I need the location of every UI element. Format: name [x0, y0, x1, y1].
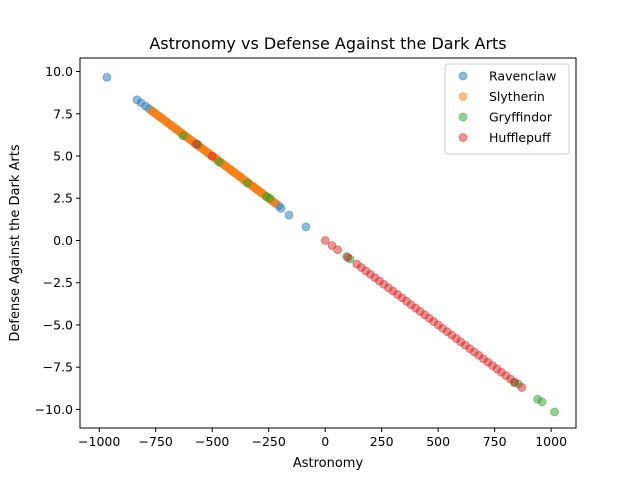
- chart-title: Astronomy vs Defense Against the Dark Ar…: [149, 34, 506, 53]
- x-tick-label: 750: [483, 434, 507, 449]
- legend-marker-slytherin: [458, 92, 468, 101]
- legend-marker-hufflepuff: [458, 133, 468, 142]
- legend-label-hufflepuff: Hufflepuff: [489, 130, 551, 145]
- plot-frame: [79, 57, 577, 429]
- point-hufflepuff: [207, 151, 217, 161]
- legend-marker-gryffindor: [458, 112, 468, 122]
- y-tick-label: −10.0: [35, 402, 73, 417]
- x-tick-label: −1000: [78, 434, 120, 449]
- x-tick-label: 500: [426, 434, 450, 449]
- legend-label-gryffindor: Gryffindor: [489, 110, 553, 125]
- legend-marker-ravenclaw: [458, 71, 468, 81]
- point-gryffindor: [265, 193, 275, 203]
- x-tick-label: −250: [252, 434, 286, 449]
- legend: Ravenclaw Slytherin Gryffindor Hufflepuff: [444, 63, 570, 155]
- x-tick-label: 0: [321, 434, 329, 449]
- point-ravenclaw: [102, 72, 112, 82]
- point-hufflepuff: [320, 236, 330, 245]
- y-tick-label: 5.0: [53, 148, 73, 163]
- y-tick-label: −5.0: [43, 317, 73, 332]
- point-ravenclaw: [276, 203, 286, 213]
- x-tick-label: −500: [195, 434, 229, 449]
- point-hufflepuff: [517, 383, 527, 392]
- x-tick-label: −750: [139, 434, 173, 449]
- point-gryffindor: [537, 397, 547, 407]
- x-tick-label: 250: [370, 434, 394, 449]
- y-tick-label: −2.5: [43, 275, 73, 290]
- point-gryffindor: [550, 407, 559, 417]
- x-axis-ticks: −1000 −750 −500 −250 0 250 500 750 1000: [78, 428, 567, 449]
- point-ravenclaw: [301, 222, 311, 232]
- legend-label-ravenclaw: Ravenclaw: [489, 69, 556, 84]
- point-hufflepuff: [343, 252, 353, 262]
- point-ravenclaw: [284, 210, 294, 220]
- y-axis-ticks: −10.0 −7.5 −5.0 −2.5 0.0 2.5 5.0 7.5 10.0: [35, 64, 80, 417]
- y-axis-label: Defense Against the Dark Arts: [8, 144, 23, 341]
- point-gryffindor: [178, 131, 188, 141]
- point-hufflepuff: [333, 245, 343, 255]
- y-tick-label: 7.5: [53, 106, 73, 121]
- y-tick-label: 10.0: [45, 64, 73, 79]
- legend-label-slytherin: Slytherin: [489, 89, 545, 104]
- legend-box: [444, 63, 570, 155]
- y-tick-label: −7.5: [43, 360, 73, 375]
- point-gryffindor: [214, 157, 224, 167]
- x-tick-label: 1000: [535, 434, 567, 449]
- y-tick-label: 0.0: [53, 233, 73, 248]
- point-hufflepuff: [191, 139, 201, 149]
- point-hufflepuff: [510, 377, 520, 387]
- x-axis-label: Astronomy: [293, 456, 364, 471]
- point-gryffindor: [242, 178, 252, 188]
- points-layer: [102, 72, 559, 417]
- y-tick-label: 2.5: [53, 191, 73, 206]
